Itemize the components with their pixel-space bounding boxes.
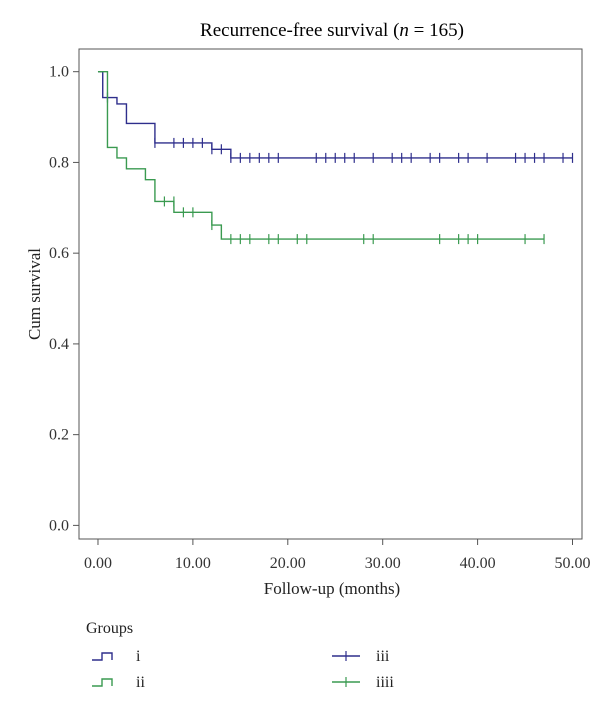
legend-label: i (136, 648, 141, 665)
y-tick-label: 1.0 (49, 64, 69, 81)
x-tick-label: 20.00 (270, 555, 306, 572)
y-tick-label: 0.2 (49, 427, 69, 444)
legend-step-swatch (92, 678, 113, 687)
y-tick-label: 0.0 (49, 517, 69, 534)
y-axis: 0.0 0.2 0.4 0.6 0.8 1.0 (49, 64, 79, 534)
x-tick-label: 30.00 (365, 555, 401, 572)
y-tick-label: 0.6 (49, 245, 69, 262)
legend-step-swatch (92, 652, 113, 661)
plot-area (97, 70, 574, 245)
x-axis: 0.00 10.00 20.00 30.00 40.00 50.00 (84, 539, 591, 572)
legend-label: iiii (376, 674, 394, 691)
legend-label: iii (376, 648, 390, 665)
y-tick-label: 0.8 (49, 154, 69, 171)
chart-title: Recurrence-free survival (n = 165) (200, 20, 464, 41)
x-tick-label: 10.00 (175, 555, 211, 572)
plot-frame (78, 48, 583, 540)
x-tick-label: 40.00 (460, 555, 496, 572)
x-tick-label: 50.00 (555, 555, 591, 572)
survival-curve-1 (97, 70, 573, 159)
y-axis-label: Cum survival (25, 248, 44, 340)
survival-curve-2 (97, 70, 545, 240)
x-tick-label: 0.00 (84, 555, 112, 572)
legend-label: ii (136, 674, 145, 691)
legend-title: Groups (86, 620, 133, 637)
x-axis-label: Follow-up (months) (264, 579, 400, 598)
y-tick-label: 0.4 (49, 336, 69, 353)
